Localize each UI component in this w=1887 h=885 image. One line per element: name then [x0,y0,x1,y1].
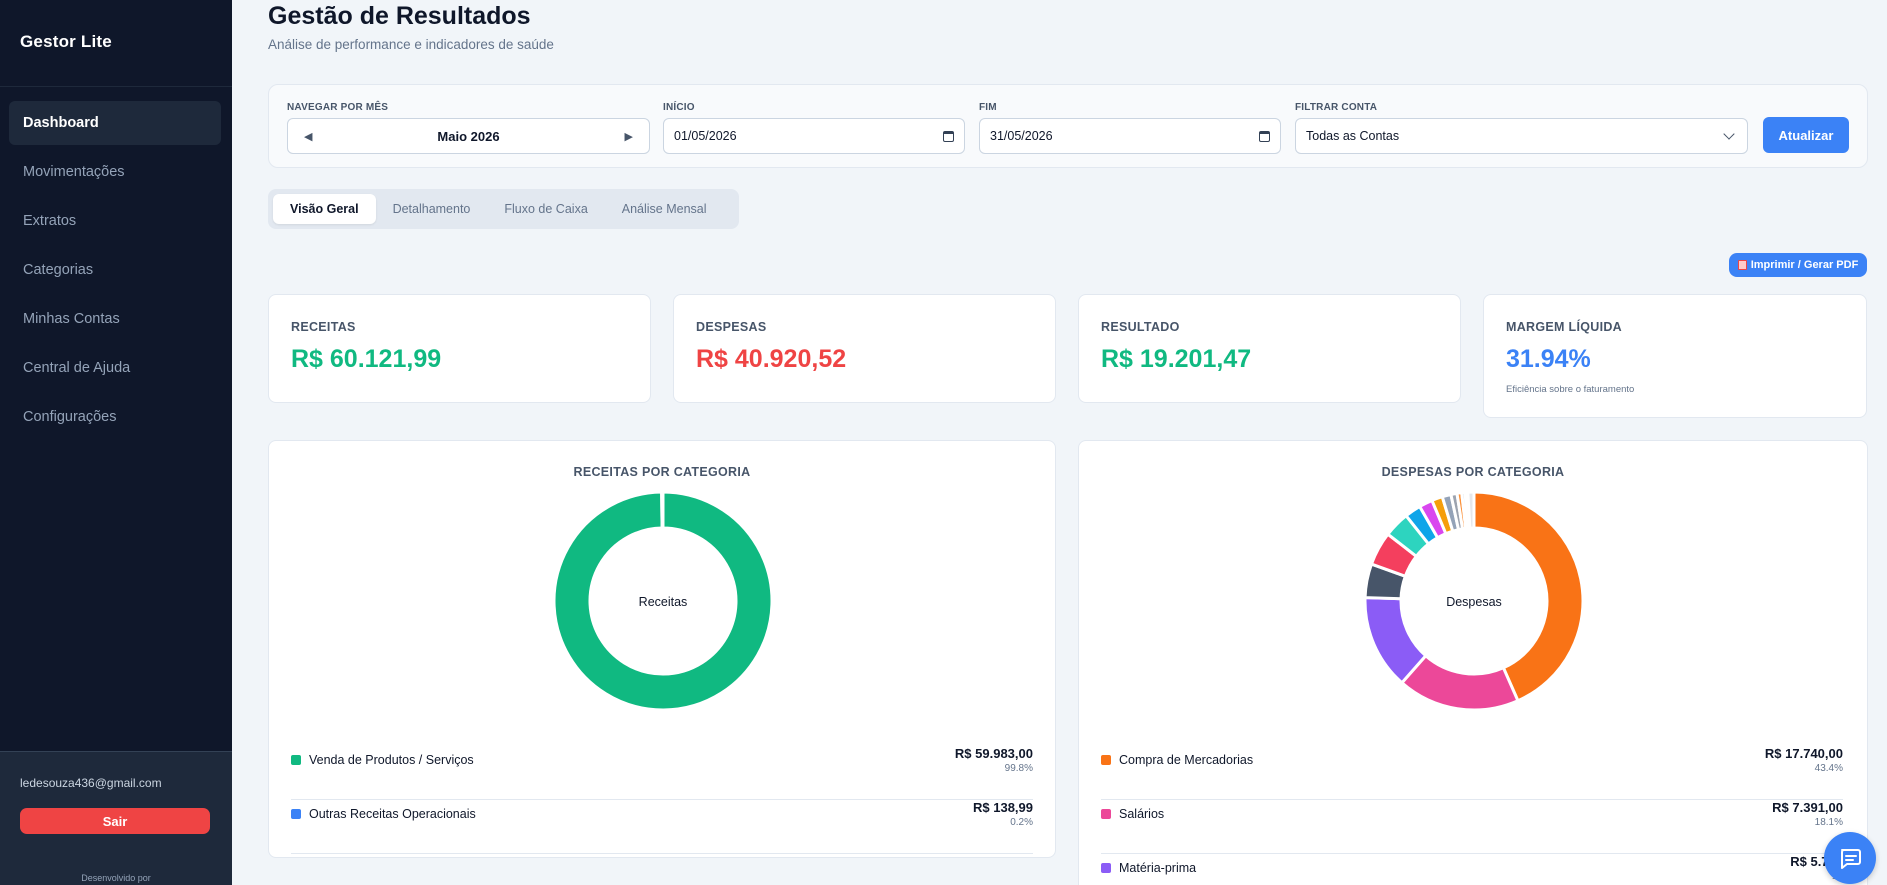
start-date-label: INÍCIO [663,102,695,113]
sidebar-nav: Dashboard Movimentações Extratos Categor… [9,101,221,444]
update-button[interactable]: Atualizar [1763,117,1849,153]
chevron-down-icon [1723,128,1735,140]
kpi-value: 31.94% [1506,345,1591,373]
legend-name: Outras Receitas Operacionais [309,807,476,821]
current-month: Maio 2026 [437,128,500,144]
sidebar-user-panel: ledesouza436@gmail.com Sair Desenvolvido… [0,751,232,885]
legend-color [1101,755,1111,765]
expense-slice-0[interactable] [1472,491,1584,703]
end-date-input[interactable]: 31/05/2026 [979,118,1281,154]
logout-button[interactable]: Sair [20,808,210,834]
income-chart-title: RECEITAS POR CATEGORIA [573,465,751,479]
sidebar-item-dashboard[interactable]: Dashboard [9,101,221,145]
end-date-value: 31/05/2026 [990,129,1053,143]
tab-fluxo-de-caixa[interactable]: Fluxo de Caixa [504,202,588,216]
legend-item: Salários R$ 7.391,00 18.1% [1101,800,1843,854]
kpi-value: R$ 19.201,47 [1101,345,1252,373]
legend-value: R$ 59.983,00 [954,746,1033,761]
income-chart-card: RECEITAS POR CATEGORIA Receitas Venda de… [268,440,1056,858]
legend-item: Matéria-prima R$ 5.730 14 [1101,854,1843,885]
tab-detalhamento[interactable]: Detalhamento [392,202,471,216]
sidebar-item-minhas-contas[interactable]: Minhas Contas [23,311,120,327]
filter-panel: NAVEGAR POR MÊS ◀ Maio 2026 ▶ INÍCIO 01/… [268,84,1868,168]
legend-color [291,809,301,819]
kpi-label: RECEITAS [291,320,356,334]
brand-logo[interactable]: Gestor Lite [20,32,112,51]
kpi-note: Eficiência sobre o faturamento [1506,384,1635,395]
legend-value: R$ 138,99 [973,800,1033,815]
income-slice-0[interactable] [553,491,773,711]
start-date-value: 01/05/2026 [674,129,737,143]
kpi-card-resultado: RESULTADO R$ 19.201,47 [1078,294,1461,403]
income-slice-1[interactable] [660,491,665,530]
tab-analise-mensal[interactable]: Análise Mensal [621,202,707,216]
print-pdf-button[interactable]: Imprimir / Gerar PDF [1729,253,1867,277]
month-nav-label: NAVEGAR POR MÊS [287,102,389,113]
legend-color [291,755,301,765]
calendar-icon[interactable] [943,130,954,142]
prev-month-icon[interactable]: ◀ [304,130,313,143]
chat-support-button[interactable] [1824,832,1876,884]
kpi-label: DESPESAS [696,320,767,334]
kpi-label: RESULTADO [1101,320,1180,334]
page-subtitle: Análise de performance e indicadores de … [268,37,554,52]
month-navigator: ◀ Maio 2026 ▶ [287,118,650,154]
page-title: Gestão de Resultados [268,2,531,30]
sidebar-divider [0,86,232,87]
kpi-card-receitas: RECEITAS R$ 60.121,99 [268,294,651,403]
expense-slice-14[interactable] [1466,491,1476,530]
calendar-icon[interactable] [1259,130,1270,142]
legend-item: Outras Receitas Operacionais R$ 138,99 0… [291,800,1033,854]
expense-donut-center-label: Despesas [1446,595,1502,609]
print-pdf-label: Imprimir / Gerar PDF [1750,259,1859,271]
sidebar-item-categorias[interactable]: Categorias [23,262,94,278]
legend-name: Matéria-prima [1119,861,1197,875]
user-email: ledesouza436@gmail.com [20,776,162,790]
legend-name: Salários [1119,807,1165,821]
next-month-icon[interactable]: ▶ [624,130,633,143]
tab-visao-geral[interactable]: Visão Geral [273,194,376,224]
chat-bubble-icon [1841,849,1861,869]
kpi-value: R$ 40.920,52 [696,345,847,373]
income-donut-center-label: Receitas [639,595,688,609]
start-date-input[interactable]: 01/05/2026 [663,118,965,154]
sidebar: Gestor Lite Dashboard Movimentações Extr… [0,0,232,885]
kpi-label: MARGEM LÍQUIDA [1506,320,1622,334]
kpi-card-margem-liquida: MARGEM LÍQUIDA 31.94% Eficiência sobre o… [1483,294,1867,418]
legend-percent: 0.2% [1010,817,1033,828]
sidebar-item-central-de-ajuda[interactable]: Central de Ajuda [23,360,131,376]
legend-color [1101,809,1111,819]
kpi-card-despesas: DESPESAS R$ 40.920,52 [673,294,1056,403]
expense-donut-chart: Despesas [1364,491,1584,711]
pdf-icon [1737,260,1747,270]
end-date-label: FIM [979,102,997,113]
legend-item: Compra de Mercadorias R$ 17.740,00 43.4% [1101,746,1843,800]
legend-value: R$ 7.391,00 [1772,800,1843,815]
sidebar-item-configuracoes[interactable]: Configurações [23,409,117,425]
legend-percent: 43.4% [1814,763,1843,774]
legend-name: Compra de Mercadorias [1119,753,1254,767]
account-filter-value: Todas as Contas [1306,129,1400,143]
legend-item: Venda de Produtos / Serviços R$ 59.983,0… [291,746,1033,800]
sidebar-item-movimentacoes[interactable]: Movimentações [23,164,125,180]
developed-by-text: Desenvolvido por [81,873,151,883]
income-donut-chart: Receitas [553,491,773,711]
expense-chart-title: DESPESAS POR CATEGORIA [1381,465,1565,479]
legend-value: R$ 17.740,00 [1764,746,1843,761]
legend-name: Venda de Produtos / Serviços [309,753,474,767]
view-tabs: Visão Geral Detalhamento Fluxo de Caixa … [268,189,739,229]
sidebar-item-extratos[interactable]: Extratos [23,213,77,229]
legend-percent: 99.8% [1004,763,1033,774]
account-filter-label: FILTRAR CONTA [1295,102,1378,113]
legend-color [1101,863,1111,873]
legend-percent: 18.1% [1814,817,1843,828]
account-filter-select[interactable]: Todas as Contas [1295,118,1748,154]
kpi-value: R$ 60.121,99 [291,345,442,373]
expense-chart-card: DESPESAS POR CATEGORIA Despesas Compra d… [1078,440,1868,885]
